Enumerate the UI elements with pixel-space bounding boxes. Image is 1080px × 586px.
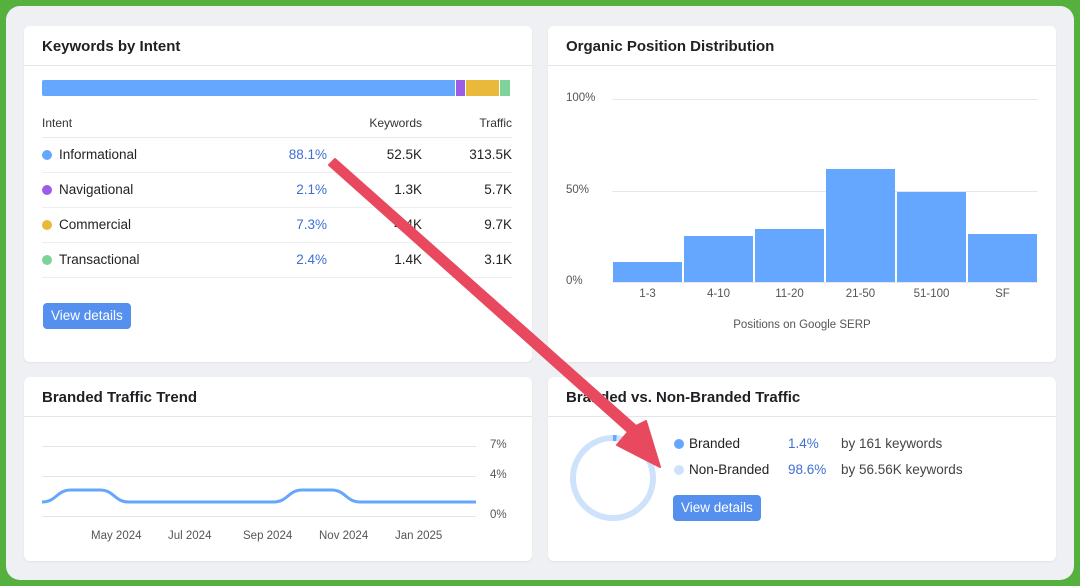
card-title: Keywords by Intent <box>42 38 181 55</box>
intent-bar-segment-navigational[interactable] <box>456 80 466 96</box>
x-tick-label: 51-100 <box>913 288 950 300</box>
transactional-dot <box>42 255 52 265</box>
grid-line <box>42 476 476 477</box>
intent-bar-segment-informational[interactable] <box>42 80 457 96</box>
table-row: Transactional 2.4% 1.4K 3.1K <box>42 243 512 278</box>
intent-share-bar[interactable] <box>42 80 512 96</box>
branded-vs-non-branded-card: Branded vs. Non-Branded Traffic Branded … <box>548 377 1056 561</box>
intent-traffic: 9.7K <box>484 217 512 232</box>
intent-percent-link[interactable]: 88.1% <box>288 147 327 162</box>
intent-keywords: 52.5K <box>386 147 422 162</box>
grid-line <box>42 446 476 447</box>
bar-sf[interactable] <box>968 234 1037 282</box>
x-axis-title: Positions on Google SERP <box>733 319 871 331</box>
branded-traffic-trend-card: Branded Traffic Trend 7% 4% 0% May 2024 Jul … <box>24 377 532 561</box>
intent-keywords: 1.3K <box>394 182 422 197</box>
card-title: Branded Traffic Trend <box>42 389 198 406</box>
x-tick-label: Sep 2024 <box>243 530 293 542</box>
y-tick-label: 0% <box>490 509 507 521</box>
keywords-by-intent-card: Keywords by Intent Intent Keywords Traff… <box>24 26 532 362</box>
dashboard-frame: Keywords by Intent Intent Keywords Traff… <box>6 6 1074 580</box>
card-title: Branded vs. Non-Branded Traffic <box>566 389 801 406</box>
bar-4-10[interactable] <box>684 236 753 282</box>
card-title: Organic Position Distribution <box>566 38 775 55</box>
intent-traffic: 313.5K <box>469 147 512 162</box>
legend-percent-link[interactable]: 1.4% <box>788 436 819 451</box>
x-tick-label: Jul 2024 <box>168 530 212 542</box>
x-tick-label: 11-20 <box>775 288 804 300</box>
bar-51-100[interactable] <box>897 192 966 282</box>
grid-line <box>42 516 476 517</box>
y-tick-label: 100% <box>566 92 596 104</box>
y-tick-label: 50% <box>566 183 590 196</box>
non-branded-ring <box>570 435 656 521</box>
x-tick-label: Nov 2024 <box>319 530 369 542</box>
intent-keywords: 1.4K <box>394 252 422 267</box>
legend-percent-link[interactable]: 98.6% <box>788 462 827 477</box>
x-tick-label: 21-50 <box>845 288 876 300</box>
intent-bar-segment-transactional[interactable] <box>500 80 512 96</box>
intent-traffic: 5.7K <box>484 182 512 197</box>
bar-11-20[interactable] <box>755 228 824 282</box>
x-tick-label: Jan 2025 <box>395 530 443 542</box>
navigational-dot <box>42 185 52 195</box>
column-header-intent: Intent <box>42 116 73 130</box>
legend-keyword-count: by 161 keywords <box>841 436 943 451</box>
grid-line <box>612 282 1038 283</box>
legend-name: Non-Branded <box>689 462 770 477</box>
divider <box>548 416 1056 417</box>
organic-position-distribution-card: Organic Position Distribution 100% 50% 0% 1… <box>548 26 1056 362</box>
legend-name: Branded <box>689 436 741 451</box>
trend-line-svg <box>41 488 476 504</box>
intent-percent-link[interactable]: 2.1% <box>296 182 327 197</box>
intent-keywords: 4.4K <box>394 217 422 232</box>
intent-percent-link[interactable]: 2.4% <box>296 252 327 267</box>
y-tick-label: 4% <box>490 469 507 481</box>
intent-traffic: 3.1K <box>484 252 512 267</box>
column-header-traffic: Traffic <box>479 116 512 130</box>
intent-name: Informational <box>59 147 138 162</box>
intent-percent-link[interactable]: 7.3% <box>296 217 327 232</box>
branded-traffic-line[interactable] <box>41 488 476 504</box>
intent-bar-segment-commercial[interactable] <box>465 80 501 96</box>
intent-name: Navigational <box>59 182 134 197</box>
legend-keyword-count: by 56.56K keywords <box>841 462 963 477</box>
x-tick-label: 1-3 <box>639 288 656 300</box>
grid-line <box>612 99 1038 100</box>
divider <box>24 65 532 66</box>
x-tick-label: 4-10 <box>706 288 731 300</box>
divider <box>548 65 1056 66</box>
table-row: Commercial 7.3% 4.4K 9.7K <box>42 208 512 243</box>
column-header-keywords: Keywords <box>369 116 422 130</box>
y-tick-label: 0% <box>566 275 583 287</box>
x-tick-label: SF <box>995 288 1010 300</box>
grid-line <box>612 190 1038 192</box>
intent-name: Transactional <box>59 252 140 267</box>
non-branded-dot <box>674 465 684 475</box>
view-details-button[interactable]: View details <box>673 495 761 521</box>
commercial-dot <box>42 220 52 230</box>
divider <box>42 137 512 138</box>
table-row: Navigational 2.1% 1.3K 5.7K <box>42 173 512 208</box>
view-details-button[interactable]: View details <box>43 303 131 329</box>
informational-dot <box>42 150 52 160</box>
divider <box>24 416 532 417</box>
intent-name: Commercial <box>59 217 132 232</box>
table-row: Informational 88.1% 52.5K 313.5K <box>42 138 512 173</box>
bar-21-50[interactable] <box>826 168 895 282</box>
branded-donut-chart <box>570 435 656 521</box>
bar-1-3[interactable] <box>613 261 682 282</box>
branded-dot <box>674 439 684 449</box>
x-tick-label: May 2024 <box>91 530 142 542</box>
